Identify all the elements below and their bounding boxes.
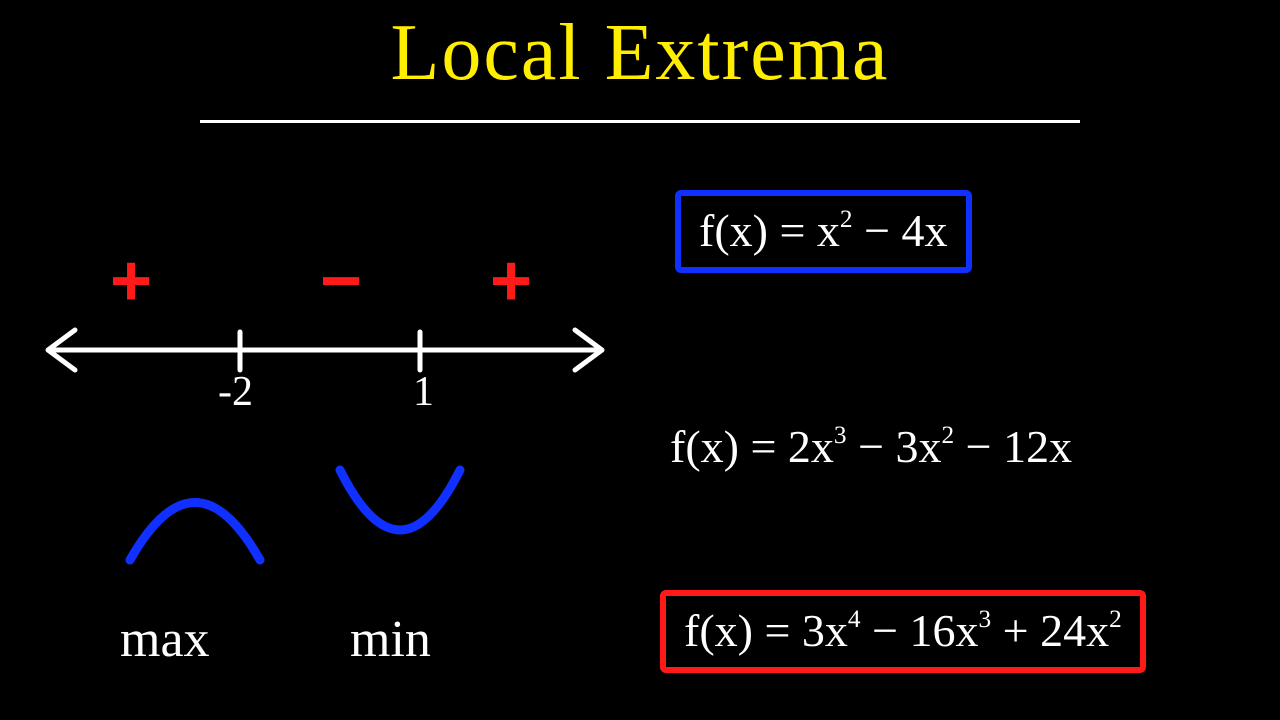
tick-label-neg2: -2 (218, 368, 253, 416)
equation-3: f(x) = 3x4 − 16x3 + 24x2 (684, 605, 1122, 656)
whiteboard-canvas: Local Extrema + − + -2 1 max min f(x) = … (0, 0, 1280, 720)
label-max: max (120, 610, 210, 669)
equation-1: f(x) = x2 − 4x (699, 205, 948, 256)
tick-label-1: 1 (413, 368, 434, 416)
min-curve (340, 470, 460, 530)
label-min: min (350, 610, 431, 669)
max-curve (130, 503, 260, 561)
equation-2: f(x) = 2x3 − 3x2 − 12x (670, 420, 1072, 473)
equation-1-box: f(x) = x2 − 4x (675, 190, 972, 273)
equation-3-box: f(x) = 3x4 − 16x3 + 24x2 (660, 590, 1146, 673)
